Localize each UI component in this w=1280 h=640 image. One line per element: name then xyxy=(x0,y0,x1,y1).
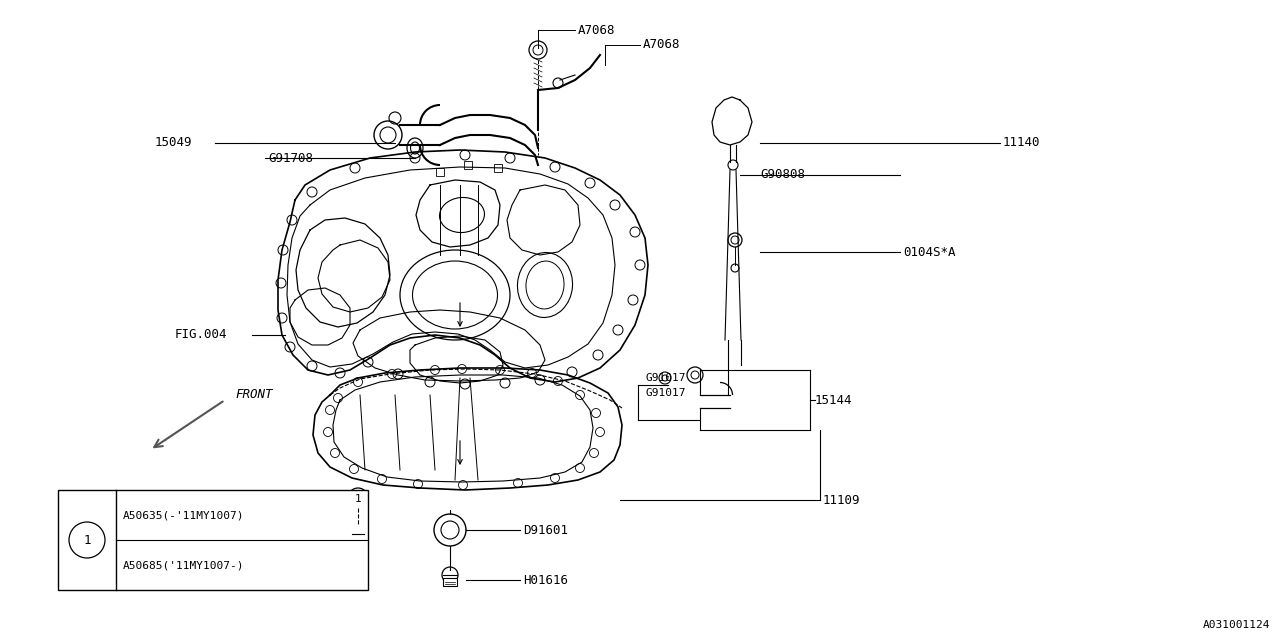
Text: H01616: H01616 xyxy=(524,573,568,586)
Text: A7068: A7068 xyxy=(643,38,681,51)
Bar xyxy=(494,164,502,172)
Text: FRONT: FRONT xyxy=(236,388,273,401)
Text: 15049: 15049 xyxy=(155,136,192,150)
Bar xyxy=(436,168,444,176)
Text: FIG.004: FIG.004 xyxy=(175,328,228,342)
Text: A7068: A7068 xyxy=(579,24,616,36)
Bar xyxy=(58,490,369,590)
Text: 15144: 15144 xyxy=(815,394,852,406)
Text: G91708: G91708 xyxy=(268,152,314,164)
Text: 0104S*A: 0104S*A xyxy=(902,246,955,259)
Bar xyxy=(443,578,457,586)
Circle shape xyxy=(348,488,369,508)
Text: A031001124: A031001124 xyxy=(1202,620,1270,630)
Text: A50685('11MY1007-): A50685('11MY1007-) xyxy=(123,560,244,570)
Text: A50635(-'11MY1007): A50635(-'11MY1007) xyxy=(123,510,244,520)
Text: 11140: 11140 xyxy=(1004,136,1041,150)
Text: 11109: 11109 xyxy=(823,493,860,506)
Text: G91017: G91017 xyxy=(645,388,686,398)
Text: G90808: G90808 xyxy=(760,168,805,182)
Text: 1: 1 xyxy=(83,534,91,547)
Text: G91017: G91017 xyxy=(645,373,686,383)
Text: 1: 1 xyxy=(355,494,361,504)
Bar xyxy=(465,161,472,169)
Circle shape xyxy=(69,522,105,558)
Bar xyxy=(352,535,364,542)
Text: D91601: D91601 xyxy=(524,524,568,536)
